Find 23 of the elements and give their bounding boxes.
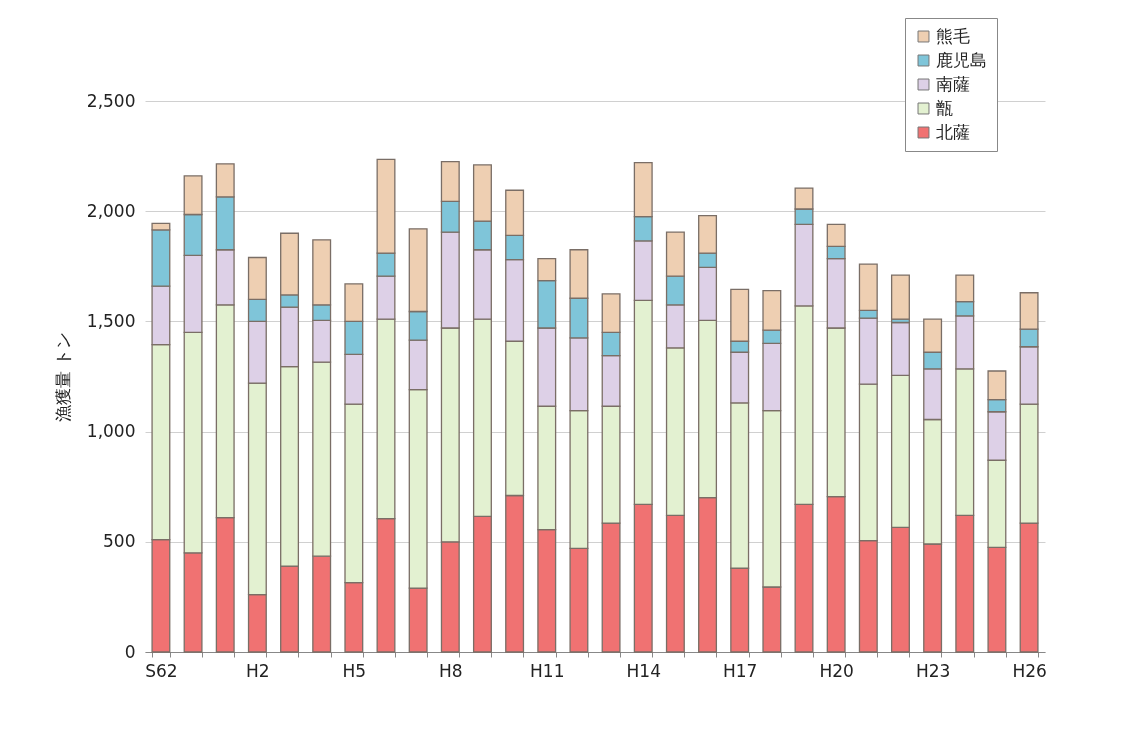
y-tick-label: 500 — [103, 531, 136, 552]
y-tick-label: 1,000 — [86, 421, 136, 442]
y-tick-label: 1,500 — [86, 310, 136, 331]
y-tick-label: 2,500 — [86, 90, 136, 111]
y-axis-title: 漁獲量 トン — [52, 331, 73, 423]
x-tick-label: H14 — [626, 660, 661, 681]
x-tick-label: S62 — [145, 660, 178, 681]
y-tick-label: 2,000 — [86, 200, 136, 221]
legend-label: 熊毛 — [936, 25, 970, 46]
x-tick-label: H2 — [246, 660, 270, 681]
bar — [890, 274, 910, 320]
x-tick-label: H8 — [439, 660, 463, 681]
legend-label: 北薩 — [936, 121, 970, 142]
legend-label: 鹿児島 — [936, 49, 987, 70]
x-tick-label: H17 — [722, 660, 758, 681]
x-tick-label: H5 — [342, 660, 367, 681]
legend-label: 南薩 — [936, 73, 970, 94]
x-tick-label: H26 — [1012, 660, 1047, 681]
x-tick-label: H11 — [530, 660, 565, 681]
y-tick-label: 0 — [124, 641, 136, 662]
x-tick-label: H23 — [915, 660, 951, 681]
x-tick-label: H20 — [819, 660, 854, 681]
legend-label: 甑 — [936, 97, 953, 118]
